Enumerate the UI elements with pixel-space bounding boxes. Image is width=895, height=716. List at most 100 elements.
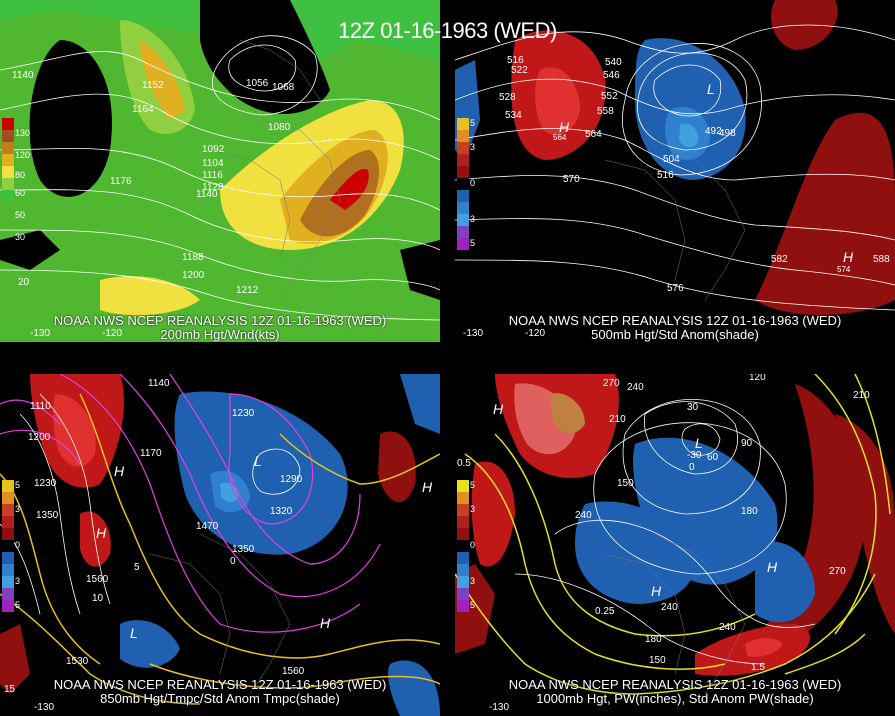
svg-text:10: 10	[92, 593, 104, 604]
svg-text:516: 516	[657, 170, 674, 181]
svg-text:522: 522	[511, 65, 528, 76]
svg-text:1350: 1350	[36, 510, 59, 521]
svg-text:0: 0	[689, 462, 695, 473]
svg-text:120: 120	[749, 374, 766, 383]
svg-text:1140: 1140	[12, 70, 34, 81]
caption-850mb: NOAA NWS NCEP REANALYSIS 12Z 01-16-1963 …	[53, 677, 387, 706]
svg-text:1176: 1176	[110, 176, 132, 187]
svg-text:1560: 1560	[282, 666, 305, 677]
svg-text:588: 588	[873, 254, 890, 265]
svg-text:240: 240	[627, 382, 644, 393]
svg-text:1116: 1116	[202, 170, 223, 181]
colorbar-500mb	[457, 118, 469, 250]
svg-text:1290: 1290	[280, 474, 303, 485]
svg-text:504: 504	[663, 154, 680, 165]
svg-text:1350: 1350	[232, 544, 255, 555]
svg-text:1188: 1188	[182, 252, 204, 263]
svg-text:1140: 1140	[148, 378, 170, 389]
svg-text:528: 528	[499, 92, 516, 103]
map-200mb: 1140 1152 1164 1176 1056 1068 1080 1092 …	[0, 0, 440, 342]
svg-text:534: 534	[505, 110, 522, 121]
svg-text:1152: 1152	[142, 80, 164, 91]
svg-text:1470: 1470	[196, 521, 219, 532]
svg-text:1560: 1560	[86, 574, 109, 585]
svg-text:5: 5	[134, 562, 140, 573]
svg-text:-120: -120	[102, 328, 122, 339]
svg-text:240: 240	[719, 622, 736, 633]
svg-text:60: 60	[707, 452, 719, 463]
svg-text:564: 564	[553, 133, 567, 142]
high-label: H	[843, 249, 854, 265]
caption-500mb: NOAA NWS NCEP REANALYSIS 12Z 01-16-1963 …	[508, 313, 842, 342]
low-label: L	[254, 453, 262, 469]
map-1000mb: 270 240 210 120 90 60 30 0 -30 150 180 2…	[455, 374, 895, 716]
svg-text:1200: 1200	[182, 270, 205, 281]
svg-text:270: 270	[829, 566, 846, 577]
svg-text:1056: 1056	[246, 78, 269, 89]
high-label: H	[651, 583, 662, 599]
svg-text:240: 240	[661, 602, 678, 613]
svg-text:180: 180	[741, 506, 758, 517]
panel-1000mb: 270 240 210 120 90 60 30 0 -30 150 180 2…	[455, 374, 895, 716]
svg-text:0: 0	[230, 556, 236, 567]
high-label: H	[493, 401, 504, 417]
svg-text:240: 240	[575, 510, 592, 521]
svg-text:1080: 1080	[268, 122, 291, 133]
svg-text:1092: 1092	[202, 144, 225, 155]
panel-850mb: 1110 1200 1140 1230 1170 1290 1320 1350 …	[0, 374, 440, 716]
svg-text:210: 210	[853, 390, 870, 401]
svg-text:1128: 1128	[202, 182, 224, 193]
svg-text:558: 558	[597, 106, 614, 117]
svg-text:1140: 1140	[196, 189, 218, 200]
svg-text:150: 150	[649, 655, 666, 666]
low-label: L	[130, 625, 138, 641]
svg-text:540: 540	[605, 57, 622, 68]
svg-text:0.5: 0.5	[457, 458, 471, 469]
colorbar-850mb	[2, 480, 14, 612]
svg-text:1212: 1212	[236, 285, 259, 296]
svg-text:1230: 1230	[34, 478, 57, 489]
svg-text:-130: -130	[34, 702, 54, 713]
svg-text:-130: -130	[489, 702, 509, 713]
svg-text:150: 150	[617, 478, 634, 489]
main-title: 12Z 01-16-1963 (WED)	[338, 18, 557, 43]
svg-text:1164: 1164	[132, 104, 154, 115]
svg-text:564: 564	[585, 129, 602, 140]
map-850mb: 1110 1200 1140 1230 1170 1290 1320 1350 …	[0, 374, 440, 716]
svg-text:1530: 1530	[66, 656, 89, 667]
high-label: H	[320, 615, 331, 631]
high-label: H	[422, 479, 433, 495]
map-500mb: 516 522 528 534 540 546 552 558 564 570 …	[455, 0, 895, 342]
svg-text:270: 270	[603, 378, 620, 389]
svg-text:516: 516	[507, 55, 524, 66]
svg-text:574: 574	[837, 265, 851, 274]
colorbar-1000mb	[457, 480, 469, 612]
high-label: H	[114, 463, 125, 479]
svg-text:1104: 1104	[202, 158, 224, 169]
caption-1000mb: NOAA NWS NCEP REANALYSIS 12Z 01-16-1963 …	[508, 677, 842, 706]
svg-text:210: 210	[609, 414, 626, 425]
svg-text:1068: 1068	[272, 82, 295, 93]
svg-text:1230: 1230	[232, 408, 255, 419]
svg-text:-130: -130	[30, 328, 50, 339]
panel-200mb: 1140 1152 1164 1176 1056 1068 1080 1092 …	[0, 0, 440, 342]
low-label: L	[695, 435, 703, 451]
high-label: H	[96, 525, 107, 541]
svg-text:552: 552	[601, 91, 618, 102]
svg-text:492: 492	[705, 126, 722, 137]
svg-text:20: 20	[18, 277, 30, 288]
svg-text:1.5: 1.5	[751, 662, 765, 673]
svg-text:1200: 1200	[28, 432, 51, 443]
svg-text:15: 15	[4, 684, 16, 695]
svg-text:1320: 1320	[270, 506, 293, 517]
svg-text:570: 570	[563, 174, 580, 185]
svg-text:180: 180	[645, 634, 662, 645]
svg-text:1110: 1110	[30, 401, 51, 412]
svg-text:498: 498	[719, 128, 736, 139]
svg-text:-130: -130	[463, 328, 483, 339]
colorbar-200mb	[2, 118, 14, 202]
svg-text:546: 546	[603, 70, 620, 81]
svg-text:1170: 1170	[140, 448, 162, 459]
caption-200mb: NOAA NWS NCEP REANALYSIS 12Z 01-16-1963 …	[53, 313, 387, 342]
low-label: L	[707, 81, 715, 97]
